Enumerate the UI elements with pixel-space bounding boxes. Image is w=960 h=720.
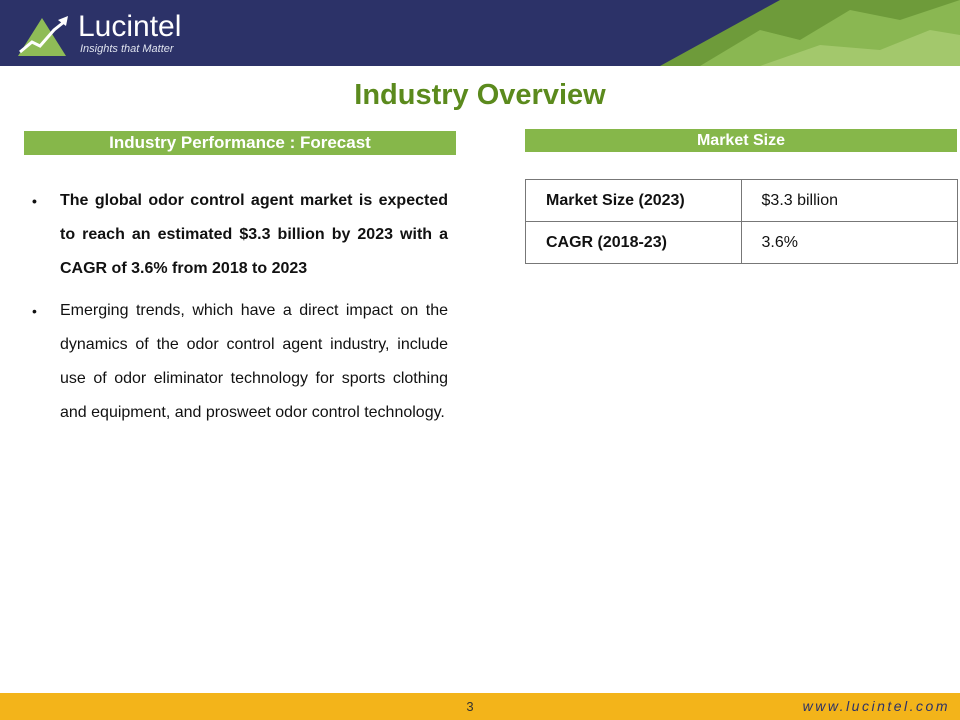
brand-name: Lucintel — [78, 10, 182, 43]
list-item: • The global odor control agent market i… — [28, 184, 448, 286]
header-landscape-graphic — [660, 0, 960, 66]
footer-url: www.lucintel.com — [802, 698, 950, 714]
bullet-list: • The global odor control agent market i… — [28, 184, 448, 438]
bullet-dot: • — [32, 193, 37, 209]
brand-tagline: Insights that Matter — [80, 43, 174, 55]
lucintel-logo: Lucintel Insights that Matter — [16, 10, 216, 60]
bullet-text: Emerging trends, which have a direct imp… — [60, 302, 448, 421]
footer-band: 3 www.lucintel.com — [0, 693, 960, 720]
table-cell-value: $3.3 billion — [740, 179, 959, 222]
section-heading-forecast: Industry Performance : Forecast — [24, 131, 456, 155]
market-size-table: Market Size (2023) $3.3 billion CAGR (20… — [525, 179, 959, 264]
logo-mark-icon — [18, 16, 68, 56]
header-band: Lucintel Insights that Matter — [0, 0, 960, 66]
list-item: • Emerging trends, which have a direct i… — [28, 294, 448, 430]
bullet-text: The global odor control agent market is … — [60, 192, 448, 277]
table-cell-label: CAGR (2018-23) — [525, 221, 742, 264]
page-title: Industry Overview — [354, 79, 606, 111]
section-heading-market-size: Market Size — [525, 129, 957, 152]
table-row: CAGR (2018-23) 3.6% — [525, 221, 959, 264]
table-cell-label: Market Size (2023) — [525, 179, 742, 222]
page-number: 3 — [466, 699, 474, 714]
bullet-dot: • — [32, 303, 37, 319]
table-cell-value: 3.6% — [740, 221, 959, 264]
table-row: Market Size (2023) $3.3 billion — [525, 179, 959, 222]
